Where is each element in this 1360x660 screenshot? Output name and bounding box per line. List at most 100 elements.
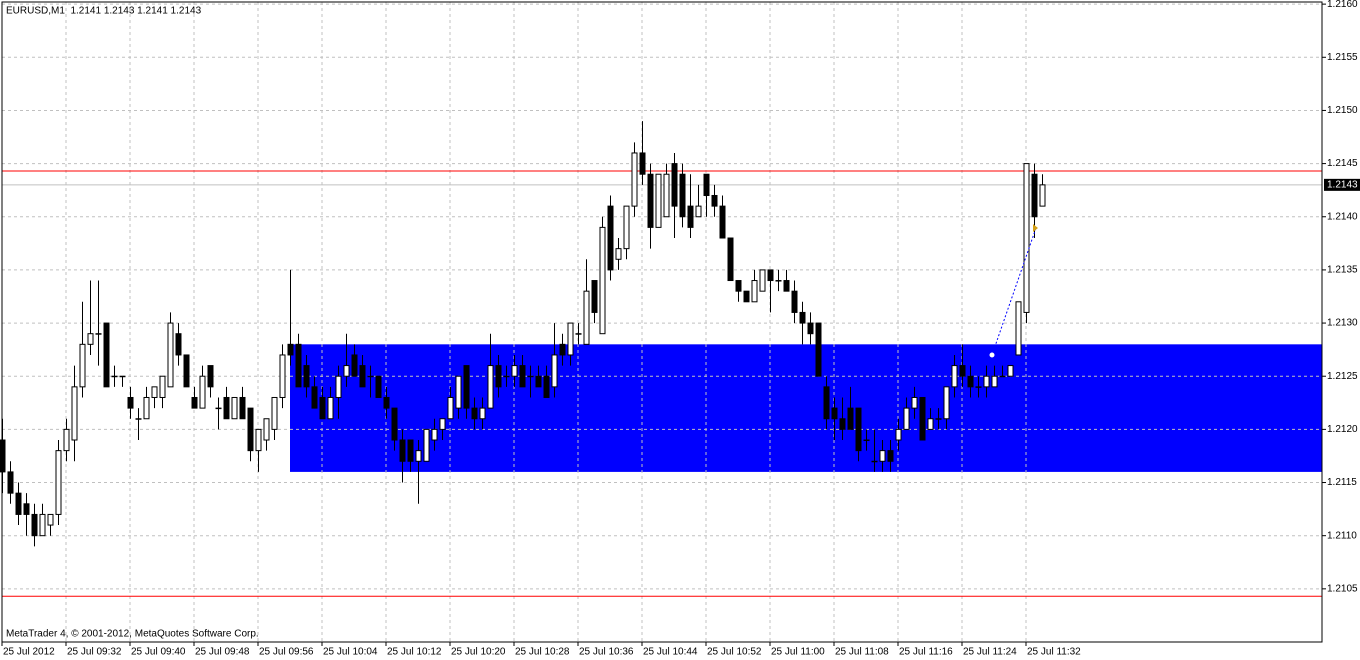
candle-body	[391, 407, 398, 441]
candle-body	[271, 396, 278, 430]
candle-body	[999, 375, 1006, 378]
candle-body	[47, 513, 54, 526]
candle-body	[479, 407, 486, 420]
candle-body	[495, 365, 502, 388]
y-tick-label: 1.2150	[1327, 105, 1358, 116]
candle-body	[239, 396, 246, 420]
candle-body	[367, 375, 374, 378]
y-tick-label: 1.2155	[1327, 52, 1358, 63]
candle-body	[1023, 163, 1030, 313]
candle-body	[967, 375, 974, 388]
x-tick-label: 25 Jul 10:28	[515, 647, 570, 658]
candle-body	[943, 386, 950, 420]
candle-body	[247, 407, 254, 452]
candle-body	[639, 152, 646, 175]
candle-body	[1007, 365, 1014, 377]
candle-body	[55, 450, 62, 515]
x-tick-label: 25 Jul 11:24	[963, 647, 1017, 658]
candle-body	[799, 311, 806, 324]
candle-body	[807, 322, 814, 335]
candle-body	[559, 343, 566, 356]
candle-body	[303, 365, 310, 388]
candle-body	[503, 375, 510, 378]
candle-body	[591, 280, 598, 313]
y-tick-label: 1.2110	[1327, 530, 1357, 541]
candle-body	[487, 365, 494, 409]
candle-body	[815, 322, 822, 377]
candle-body	[199, 375, 206, 409]
candle-body	[535, 375, 542, 388]
candle-body	[575, 333, 582, 335]
candle-body	[959, 365, 966, 377]
candle-body	[127, 396, 134, 409]
candle-body	[983, 375, 990, 388]
candle-body	[183, 354, 190, 388]
x-tick-label: 25 Jul 10:52	[707, 647, 762, 658]
y-tick-label: 1.2130	[1327, 318, 1358, 329]
candle-body	[87, 333, 94, 345]
candle-body	[855, 407, 862, 452]
trade-close-marker	[1033, 224, 1038, 232]
candle-body	[335, 375, 342, 398]
y-tick-label: 1.2160	[1327, 0, 1358, 10]
candle-body	[63, 428, 70, 452]
candle-body	[1039, 184, 1046, 207]
candle-body	[439, 418, 446, 430]
x-tick-label: 25 Jul 09:40	[131, 647, 186, 658]
candle-body	[359, 365, 366, 388]
candle-body	[471, 407, 478, 420]
candle-body	[895, 428, 902, 441]
x-tick-label: 25 Jul 10:12	[387, 647, 442, 658]
candle-body	[583, 290, 590, 345]
candle-body	[511, 365, 518, 377]
candle-body	[647, 173, 654, 228]
candle-body	[775, 280, 782, 282]
candle-body	[839, 418, 846, 430]
candle-body	[615, 248, 622, 260]
candle-body	[1031, 173, 1038, 218]
x-tick-label: 25 Jul 09:32	[67, 647, 122, 658]
x-tick-label: 25 Jul 11:32	[1027, 647, 1081, 658]
y-tick-label: 1.2145	[1327, 158, 1358, 169]
x-tick-label: 25 Jul 10:20	[451, 647, 506, 658]
trade-line	[991, 227, 1037, 356]
candle-body	[903, 407, 910, 430]
candle-body	[975, 386, 982, 388]
candle-body	[703, 173, 710, 196]
candle-body	[415, 450, 422, 462]
candle-body	[935, 418, 942, 420]
candle-body	[791, 290, 798, 313]
y-tick-label: 1.2125	[1327, 371, 1358, 382]
candle-body	[383, 396, 390, 409]
candle-body	[623, 205, 630, 250]
candle-body	[111, 375, 118, 378]
candle-body	[911, 396, 918, 409]
candle-body	[215, 407, 222, 410]
candle-body	[751, 280, 758, 303]
current-price-box	[1324, 178, 1360, 191]
candle-body	[687, 205, 694, 228]
candle-body	[399, 439, 406, 462]
plot-border	[1, 1, 1323, 643]
y-tick-label: 1.2135	[1327, 265, 1358, 276]
candle-body	[991, 375, 998, 388]
candle-body	[519, 365, 526, 388]
candle-body	[15, 492, 22, 515]
current-price-label: 1.2143	[1327, 179, 1358, 190]
candle-body	[863, 439, 870, 442]
candle-body	[631, 152, 638, 207]
candle-body	[207, 365, 214, 388]
candle-body	[151, 386, 158, 398]
candle-body	[167, 322, 174, 388]
candle-body	[159, 375, 166, 398]
candle-body	[695, 205, 702, 218]
plot-area	[0, 2, 1322, 642]
candle-body	[719, 205, 726, 239]
candle-body	[311, 386, 318, 409]
x-tick-label: 25 Jul 09:56	[259, 647, 314, 658]
candle-body	[735, 280, 742, 292]
candle-body	[527, 375, 534, 378]
candle-body	[231, 396, 238, 420]
candle-body	[919, 396, 926, 441]
